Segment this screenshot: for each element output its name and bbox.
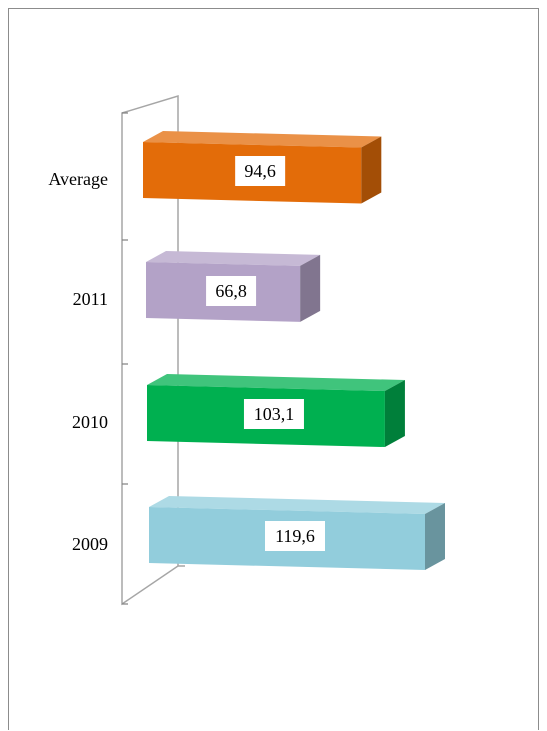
category-label: 2011 xyxy=(73,289,108,309)
bar-top-Average xyxy=(143,131,382,148)
data-label: 119,6 xyxy=(275,526,315,546)
category-label: 2010 xyxy=(72,412,108,432)
data-label-box xyxy=(206,276,257,306)
bar-side-Average xyxy=(361,136,382,204)
data-label: 94,6 xyxy=(244,161,276,181)
chart-frame xyxy=(8,8,539,730)
data-label: 66,8 xyxy=(215,281,247,301)
bar-top-2010 xyxy=(147,374,405,392)
bar-side-2011 xyxy=(300,254,321,322)
bar-top-2011 xyxy=(146,251,321,266)
data-label-box xyxy=(235,156,286,186)
bar-side-2010 xyxy=(384,380,405,448)
bar-side-2009 xyxy=(425,503,445,570)
bar-top-2009 xyxy=(149,496,445,514)
data-label: 103,1 xyxy=(254,404,295,424)
data-label-box xyxy=(265,521,325,551)
category-label: Average xyxy=(48,169,108,189)
category-label: 2009 xyxy=(72,534,108,554)
data-label-box xyxy=(243,399,304,429)
